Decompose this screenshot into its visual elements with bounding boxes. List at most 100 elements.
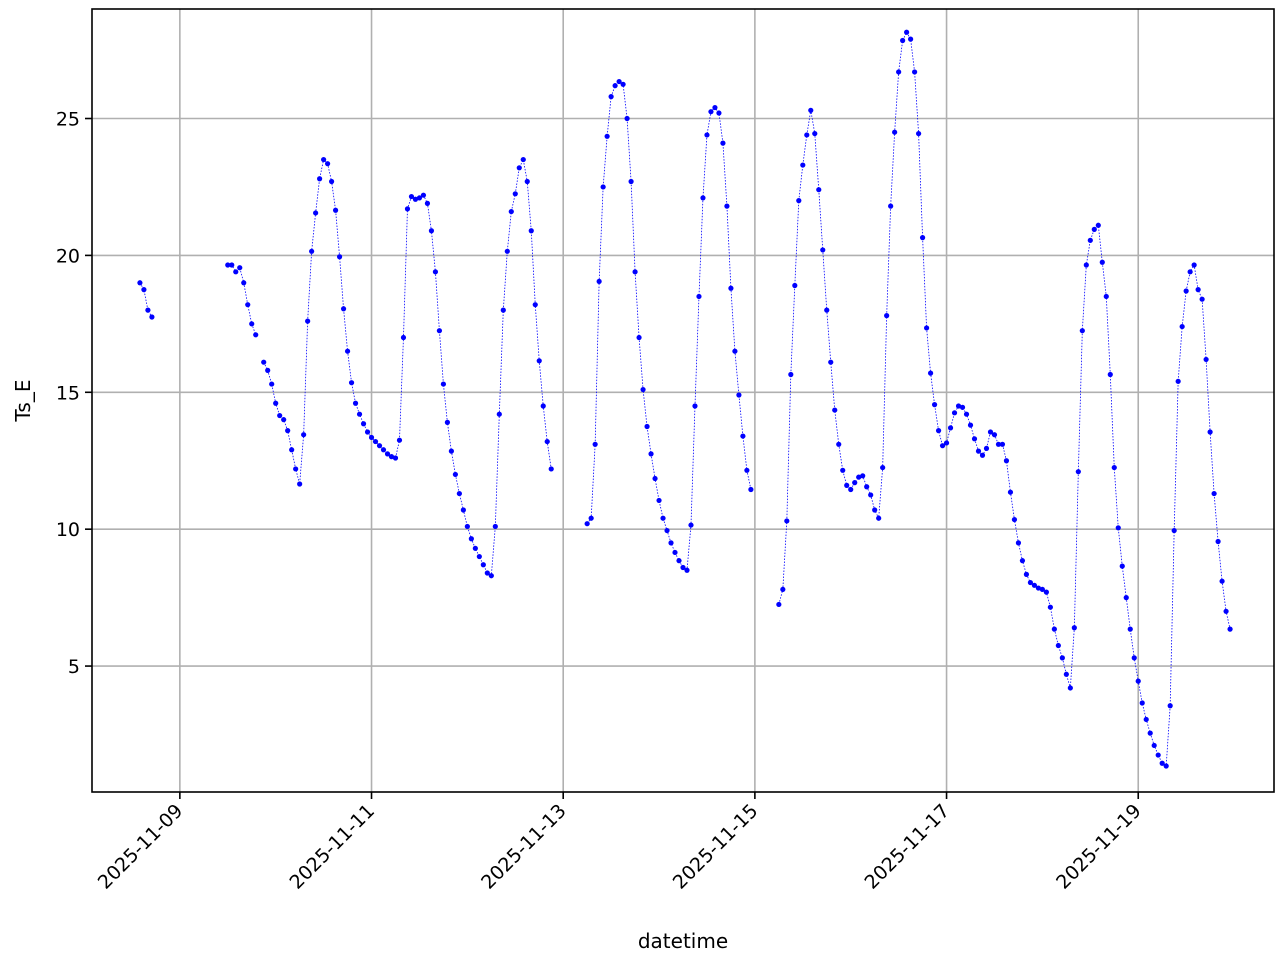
- data-point: [1135, 678, 1141, 684]
- data-point: [1195, 287, 1201, 293]
- data-point: [748, 486, 754, 493]
- data-point: [1127, 626, 1133, 632]
- data-point: [812, 130, 818, 137]
- data-point: [388, 454, 395, 460]
- data-point: [971, 436, 978, 442]
- data-point: [824, 307, 830, 313]
- data-point: [904, 29, 910, 35]
- data-point: [317, 176, 323, 182]
- data-point: [1103, 293, 1109, 300]
- data-point: [1039, 586, 1045, 593]
- data-point: [688, 522, 694, 528]
- data-point: [628, 178, 634, 185]
- data-point: [624, 115, 630, 122]
- data-point: [396, 437, 403, 443]
- data-point: [804, 132, 810, 138]
- data-point: [456, 490, 462, 497]
- data-point: [892, 129, 898, 135]
- data-point: [416, 195, 423, 201]
- data-point: [504, 248, 510, 254]
- data-point: [600, 184, 606, 190]
- data-point: [916, 130, 922, 137]
- data-point: [1119, 563, 1125, 569]
- data-point: [923, 325, 930, 331]
- data-point: [412, 196, 419, 202]
- series-line: [139, 282, 153, 318]
- data-point: [1167, 703, 1173, 709]
- data-point: [736, 392, 742, 398]
- data-point: [744, 467, 750, 473]
- data-point: [884, 313, 890, 319]
- data-point: [384, 451, 391, 457]
- data-point: [1059, 655, 1065, 661]
- data-point: [444, 419, 450, 425]
- data-point: [464, 523, 470, 530]
- data-point: [979, 452, 986, 458]
- data-point: [808, 107, 814, 113]
- data-point: [1171, 527, 1177, 534]
- data-point: [780, 586, 786, 593]
- data-point: [1047, 604, 1053, 610]
- data-point: [285, 428, 291, 434]
- data-point: [368, 434, 375, 441]
- data-point: [229, 262, 235, 268]
- data-point: [1163, 763, 1169, 769]
- data-point: [1095, 222, 1101, 228]
- data-point: [265, 367, 271, 373]
- data-point: [448, 448, 454, 454]
- data-point: [536, 358, 542, 364]
- data-point: [524, 178, 530, 185]
- data-point: [488, 573, 494, 579]
- data-point: [512, 191, 518, 197]
- data-point: [668, 540, 674, 546]
- data-point: [392, 455, 399, 461]
- data-point: [680, 564, 686, 571]
- data-point: [273, 400, 279, 406]
- data-point: [1083, 262, 1089, 268]
- data-point: [656, 497, 662, 504]
- data-point: [321, 156, 327, 163]
- y-tick-label: 25: [56, 109, 80, 131]
- data-point: [484, 570, 490, 576]
- data-point: [1023, 571, 1030, 577]
- data-point: [1115, 525, 1121, 531]
- data-point: [896, 69, 902, 75]
- data-point: [332, 207, 339, 213]
- data-point: [644, 423, 650, 430]
- data-point: [372, 438, 379, 445]
- data-point: [1147, 730, 1153, 736]
- data-point: [1187, 269, 1193, 275]
- data-point: [991, 432, 998, 438]
- data-point: [1155, 752, 1161, 758]
- data-point: [352, 400, 359, 406]
- data-point: [951, 410, 958, 416]
- data-point: [943, 440, 950, 446]
- data-point: [1111, 464, 1117, 471]
- plot-series: [137, 29, 1233, 769]
- data-point: [788, 371, 794, 378]
- data-point: [1143, 716, 1149, 723]
- data-point: [428, 228, 435, 234]
- data-point: [935, 428, 942, 434]
- data-point: [584, 521, 590, 527]
- data-point: [800, 162, 806, 168]
- data-point: [604, 133, 610, 139]
- data-point: [432, 269, 439, 275]
- data-point: [544, 438, 550, 445]
- y-axis-label: Ts_E: [11, 380, 35, 423]
- data-point: [959, 404, 966, 410]
- data-point: [548, 466, 554, 472]
- data-point: [233, 269, 239, 275]
- plot-frame: [91, 8, 1275, 793]
- data-point: [1015, 540, 1022, 546]
- data-point: [336, 254, 343, 260]
- data-point: [1179, 323, 1185, 330]
- data-point: [532, 302, 538, 308]
- data-point: [1215, 538, 1221, 545]
- data-point: [293, 466, 299, 472]
- data-point: [1223, 608, 1229, 614]
- data-point: [1159, 760, 1165, 766]
- data-point: [472, 545, 478, 551]
